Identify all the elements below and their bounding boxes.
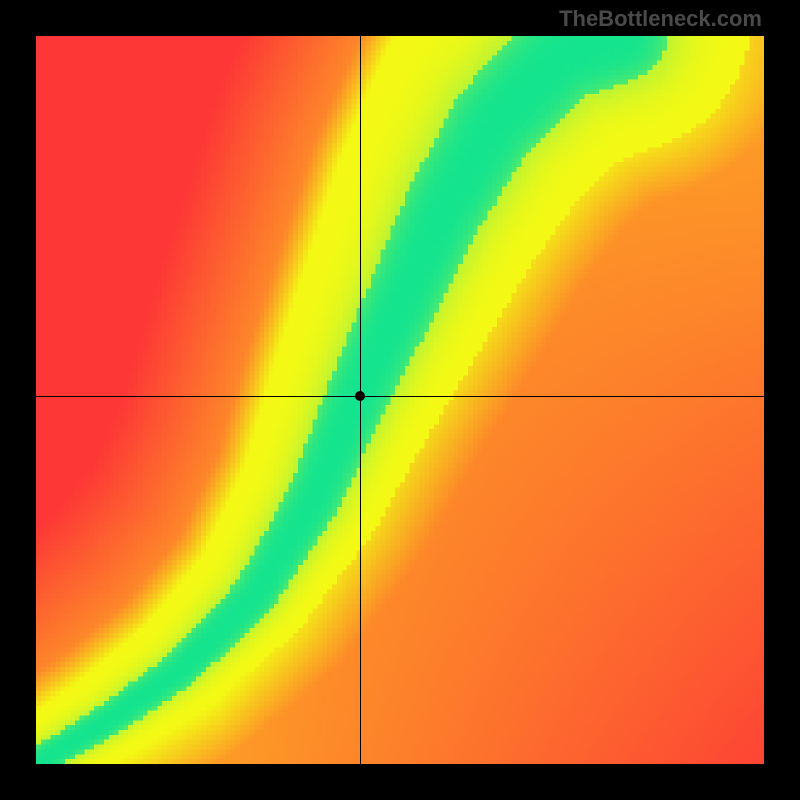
crosshair-marker-dot [355, 391, 365, 401]
bottleneck-heatmap [36, 36, 764, 764]
crosshair-horizontal [36, 396, 764, 397]
chart-container: { "watermark": { "text": "TheBottleneck.… [0, 0, 800, 800]
watermark-text: TheBottleneck.com [559, 6, 762, 32]
